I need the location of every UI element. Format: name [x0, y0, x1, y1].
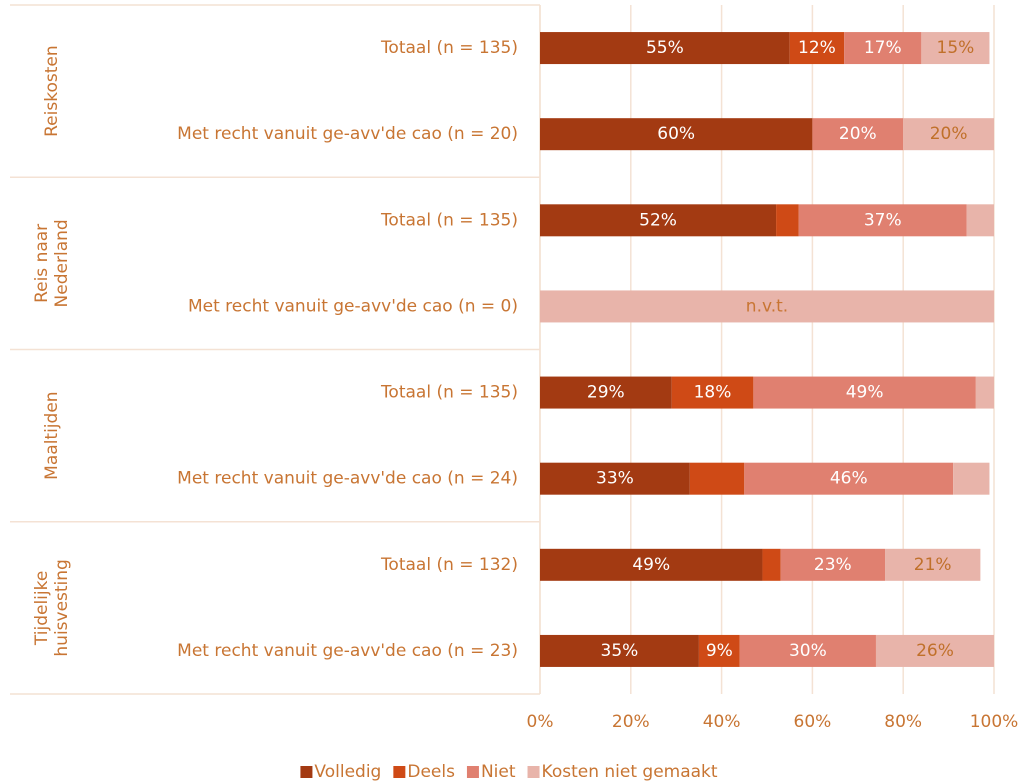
bar-segment: [698, 634, 740, 667]
value-label: 26%: [916, 641, 954, 661]
bar-segment: [540, 118, 813, 151]
x-tick-label: 40%: [703, 712, 741, 732]
legend-item: Niet: [466, 762, 516, 782]
value-label: 20%: [930, 124, 968, 144]
value-label: 21%: [914, 555, 952, 575]
group-label: Maaltijden: [42, 391, 62, 479]
legend-item: Deels: [393, 762, 455, 782]
bar-segment: [875, 634, 994, 667]
bar-segment: [689, 462, 745, 495]
bar-segment: [780, 548, 886, 581]
bar-segment: [844, 32, 922, 65]
bar-segment: [540, 548, 763, 581]
bar-segment: [739, 634, 876, 667]
value-label: 35%: [601, 641, 639, 661]
value-label: 23%: [814, 555, 852, 575]
legend-swatch: [393, 766, 406, 778]
value-label: 49%: [632, 555, 670, 575]
value-label: 55%: [646, 38, 684, 58]
annotation: n.v.t.: [746, 296, 788, 316]
value-label: 46%: [830, 469, 868, 489]
category-label: Met recht vanuit ge-avv'de cao (n = 0): [188, 296, 518, 316]
category-label: Met recht vanuit ge-avv'de cao (n = 24): [177, 469, 518, 489]
value-label: 20%: [839, 124, 877, 144]
x-tick-label: 80%: [884, 712, 922, 732]
category-label: Met recht vanuit ge-avv'de cao (n = 20): [177, 124, 518, 144]
bar-segment: [776, 204, 799, 237]
value-label: 9%: [706, 641, 733, 661]
bar-segment: [789, 32, 845, 65]
value-label: 29%: [587, 383, 625, 403]
bar-segment: [953, 462, 990, 495]
x-tick-label: 100%: [970, 712, 1019, 732]
bar-segment: [812, 118, 904, 151]
value-label: 17%: [864, 38, 902, 58]
bar-segment: [753, 376, 976, 409]
bar-segment: [903, 118, 994, 151]
group-label: Tijdelijke: [32, 571, 52, 646]
group-label: Reis naar: [32, 224, 52, 303]
bar-segment: [762, 548, 781, 581]
bar-segment: [540, 462, 690, 495]
legend-swatch: [300, 766, 313, 778]
legend-swatch: [466, 766, 479, 778]
value-label: 33%: [596, 469, 634, 489]
legend-item: Volledig: [300, 762, 381, 782]
category-label: Totaal (n = 132): [380, 555, 518, 575]
legend-label: Volledig: [314, 762, 381, 782]
value-label: 15%: [937, 38, 975, 58]
bar-segment: [744, 462, 954, 495]
bar-segment: [798, 204, 967, 237]
value-label: 30%: [789, 641, 827, 661]
na-band: [540, 290, 994, 323]
value-label: 52%: [639, 210, 677, 230]
legend-swatch: [527, 766, 540, 778]
value-label: 49%: [846, 383, 884, 403]
value-label: 60%: [657, 124, 695, 144]
legend-item: Kosten niet gemaakt: [527, 762, 718, 782]
bar-segment: [975, 376, 994, 409]
legend-label: Niet: [481, 762, 516, 782]
bar-segment: [885, 548, 981, 581]
value-label: 12%: [798, 38, 836, 58]
group-label: Reiskosten: [42, 45, 62, 136]
bar-segment: [540, 376, 672, 409]
category-label: Totaal (n = 135): [380, 383, 518, 403]
category-label: Met recht vanuit ge-avv'de cao (n = 23): [177, 641, 518, 661]
x-tick-label: 0%: [527, 712, 554, 732]
value-label: 37%: [864, 210, 902, 230]
legend-label: Kosten niet gemaakt: [542, 762, 718, 782]
category-label: Totaal (n = 135): [380, 210, 518, 230]
group-label: huisvesting: [52, 559, 72, 656]
bar-segment: [921, 32, 990, 65]
value-label: 18%: [694, 383, 732, 403]
bar-segment: [540, 634, 699, 667]
bar-segment: [540, 32, 790, 65]
bar-segment: [540, 204, 777, 237]
category-label: Totaal (n = 135): [380, 38, 518, 58]
bar-segment: [671, 376, 754, 409]
group-label: Nederland: [52, 219, 72, 307]
bar-segment: [966, 204, 994, 237]
x-tick-label: 20%: [612, 712, 650, 732]
legend-label: Deels: [407, 762, 455, 782]
x-tick-label: 60%: [794, 712, 832, 732]
